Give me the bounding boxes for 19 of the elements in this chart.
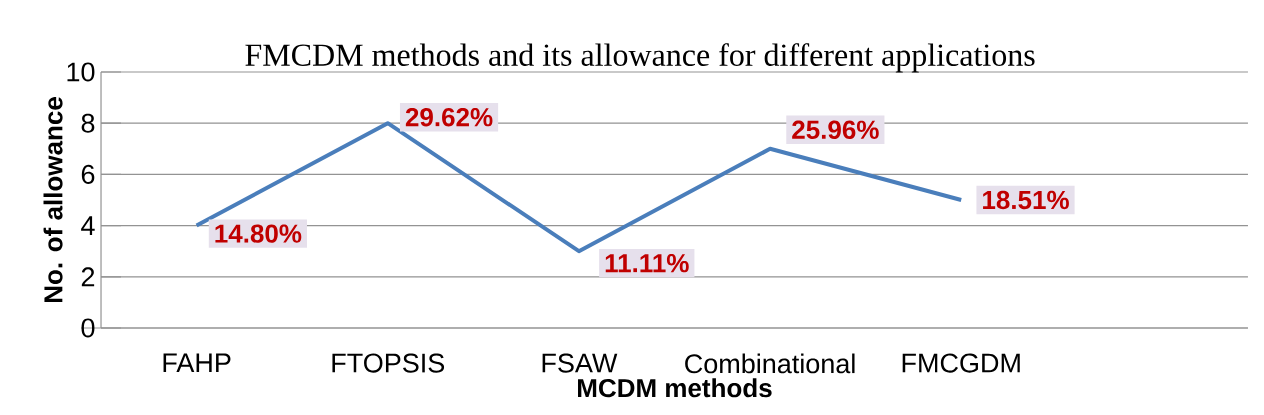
x-tick-label: FSAW bbox=[542, 353, 618, 373]
x-tick-label: FTOPSIS bbox=[332, 353, 445, 373]
y-tick-label: 6 bbox=[81, 164, 95, 184]
y-tick-label: 0 bbox=[81, 318, 95, 338]
y-tick-label: 10 bbox=[67, 62, 95, 82]
x-axis-title: MCDM methods bbox=[578, 378, 772, 398]
x-tick-label: FAHP bbox=[163, 353, 231, 373]
y-axis-title: No. of allowance bbox=[43, 97, 63, 303]
annotation: 18.51% bbox=[983, 190, 1069, 210]
y-tick-label: 4 bbox=[81, 216, 95, 235]
y-tick-label: 2 bbox=[81, 267, 95, 287]
y-tick-label: 8 bbox=[81, 113, 95, 133]
annotation: 14.80% bbox=[215, 224, 302, 243]
annotation: 11.11% bbox=[605, 254, 689, 273]
annotation: 25.96% bbox=[792, 120, 879, 139]
x-tick-label: FMCGDM bbox=[902, 353, 1020, 373]
x-tick-label: Combinational bbox=[685, 353, 855, 374]
chart-title: FMCDM methods and its allowance for different applications bbox=[245, 43, 1035, 73]
annotation: 29.62% bbox=[405, 107, 493, 127]
